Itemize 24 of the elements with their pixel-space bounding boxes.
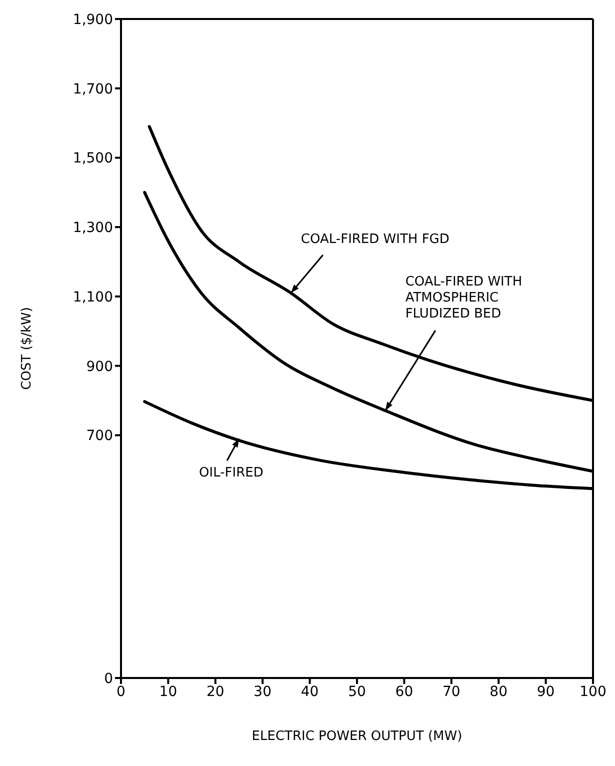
x-tick-label: 50 bbox=[348, 684, 366, 700]
y-tick-label: 900 bbox=[86, 358, 113, 375]
x-tick-label: 60 bbox=[395, 684, 414, 700]
x-tick-label: 30 bbox=[254, 684, 272, 700]
annotation: COAL-FIRED WITH FGD bbox=[300, 232, 450, 248]
y-tick-label: 1,300 bbox=[72, 220, 113, 236]
x-tick-label: 40 bbox=[300, 684, 319, 700]
x-tick-label: 90 bbox=[536, 684, 555, 700]
x-tick-label: 20 bbox=[206, 684, 224, 700]
y-tick-label: 1,100 bbox=[72, 289, 113, 306]
y-tick-label: 1,900 bbox=[72, 12, 113, 28]
x-tick-label: 0 bbox=[116, 684, 126, 700]
x-axis-title: ELECTRIC POWER OUTPUT (MW) bbox=[252, 729, 462, 744]
annotation: OIL-FIRED bbox=[199, 466, 264, 481]
y-axis-title: COST ($/kW) bbox=[20, 307, 35, 390]
x-tick-label: 80 bbox=[490, 684, 508, 700]
x-tick-label: 100 bbox=[580, 684, 606, 700]
y-tick-label: 0 bbox=[104, 670, 113, 687]
y-tick-label: 1,500 bbox=[72, 150, 113, 167]
x-tick-label: 10 bbox=[159, 684, 178, 700]
x-tick-label: 70 bbox=[442, 684, 460, 700]
y-tick-label: 700 bbox=[86, 428, 113, 444]
annotation: COAL-FIRED WITH ATMOSPHERIC FLUDIZED BED bbox=[405, 274, 522, 322]
y-tick-label: 1,700 bbox=[72, 81, 113, 98]
